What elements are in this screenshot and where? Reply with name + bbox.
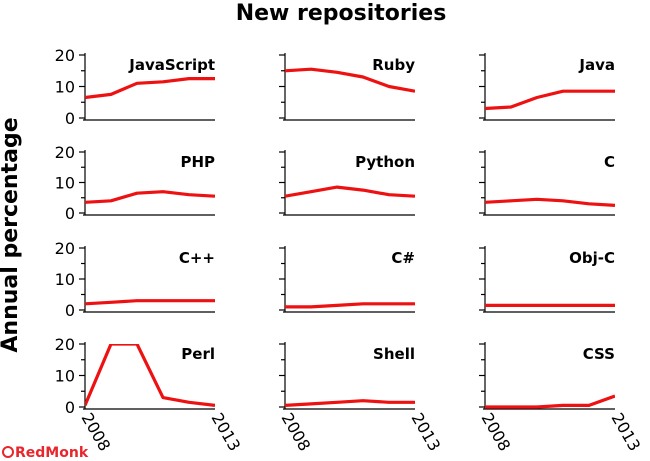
chart-title: New repositories [236, 1, 447, 26]
panel-label: Perl [181, 345, 215, 363]
series-line [485, 197, 615, 207]
y-axis-label: Annual percentage [0, 117, 23, 352]
panel-obj-c: Obj-C [479, 246, 615, 313]
y-tick-label: 20 [55, 335, 75, 354]
y-tick-label: 10 [55, 78, 75, 97]
panel-java: Java [479, 53, 615, 121]
panel-label: Java [578, 56, 615, 74]
series-line [485, 89, 615, 111]
x-tick-label: 2008 [478, 410, 515, 455]
y-tick-label: 0 [65, 398, 75, 417]
panel-label: PHP [180, 153, 215, 171]
panel-label: Python [355, 153, 415, 171]
small-multiples-grid: 0 10 20 JavaScript Ruby Java 0 10 20 PHP Python C 0 1… [55, 46, 645, 454]
x-tick-label: 2013 [208, 410, 245, 455]
panel-csharp: C# [279, 246, 415, 313]
y-tick-label: 0 [65, 301, 75, 320]
series-line [285, 185, 415, 198]
panel-shell: Shell 2008 2013 [278, 342, 445, 455]
y-tick-label: 10 [55, 174, 75, 193]
panel-label: Shell [373, 345, 415, 363]
series-line [85, 190, 215, 204]
y-tick-label: 20 [55, 143, 75, 162]
series-line [85, 299, 215, 306]
panel-label: C [604, 153, 615, 171]
panel-javascript: 0 10 20 JavaScript [55, 46, 215, 128]
y-tick-label: 20 [55, 46, 75, 65]
y-tick-label: 20 [55, 239, 75, 258]
series-line [285, 399, 415, 407]
panel-php: 0 10 20 PHP [55, 143, 215, 223]
y-tick-label: 10 [55, 270, 75, 289]
panel-label: JavaScript [128, 56, 215, 74]
logo-text: RedMonk [15, 445, 89, 461]
logo-ring-icon [2, 446, 14, 458]
series-line [85, 76, 215, 100]
redmonk-logo: RedMonk [2, 445, 89, 461]
y-tick-label: 10 [55, 367, 75, 386]
panel-label: CSS [583, 345, 615, 363]
panel-label: C++ [179, 249, 215, 267]
panel-label: Ruby [372, 56, 415, 74]
x-tick-label: 2013 [408, 410, 445, 455]
panel-label: C# [391, 249, 415, 267]
series-line [285, 67, 415, 93]
y-tick-label: 0 [65, 109, 75, 128]
series-line [285, 302, 415, 309]
series-line [485, 394, 615, 409]
x-tick-label: 2008 [278, 410, 315, 455]
series-line [85, 344, 215, 407]
panel-ruby: Ruby [279, 53, 415, 121]
panel-cpp: 0 10 20 C++ [55, 239, 215, 320]
panel-label: Obj-C [569, 249, 615, 267]
x-tick-label: 2013 [608, 410, 645, 455]
panel-python: Python [279, 150, 415, 216]
y-tick-label: 0 [65, 204, 75, 223]
panel-c: C [479, 150, 615, 216]
panel-css: CSS 2008 2013 [478, 342, 645, 455]
